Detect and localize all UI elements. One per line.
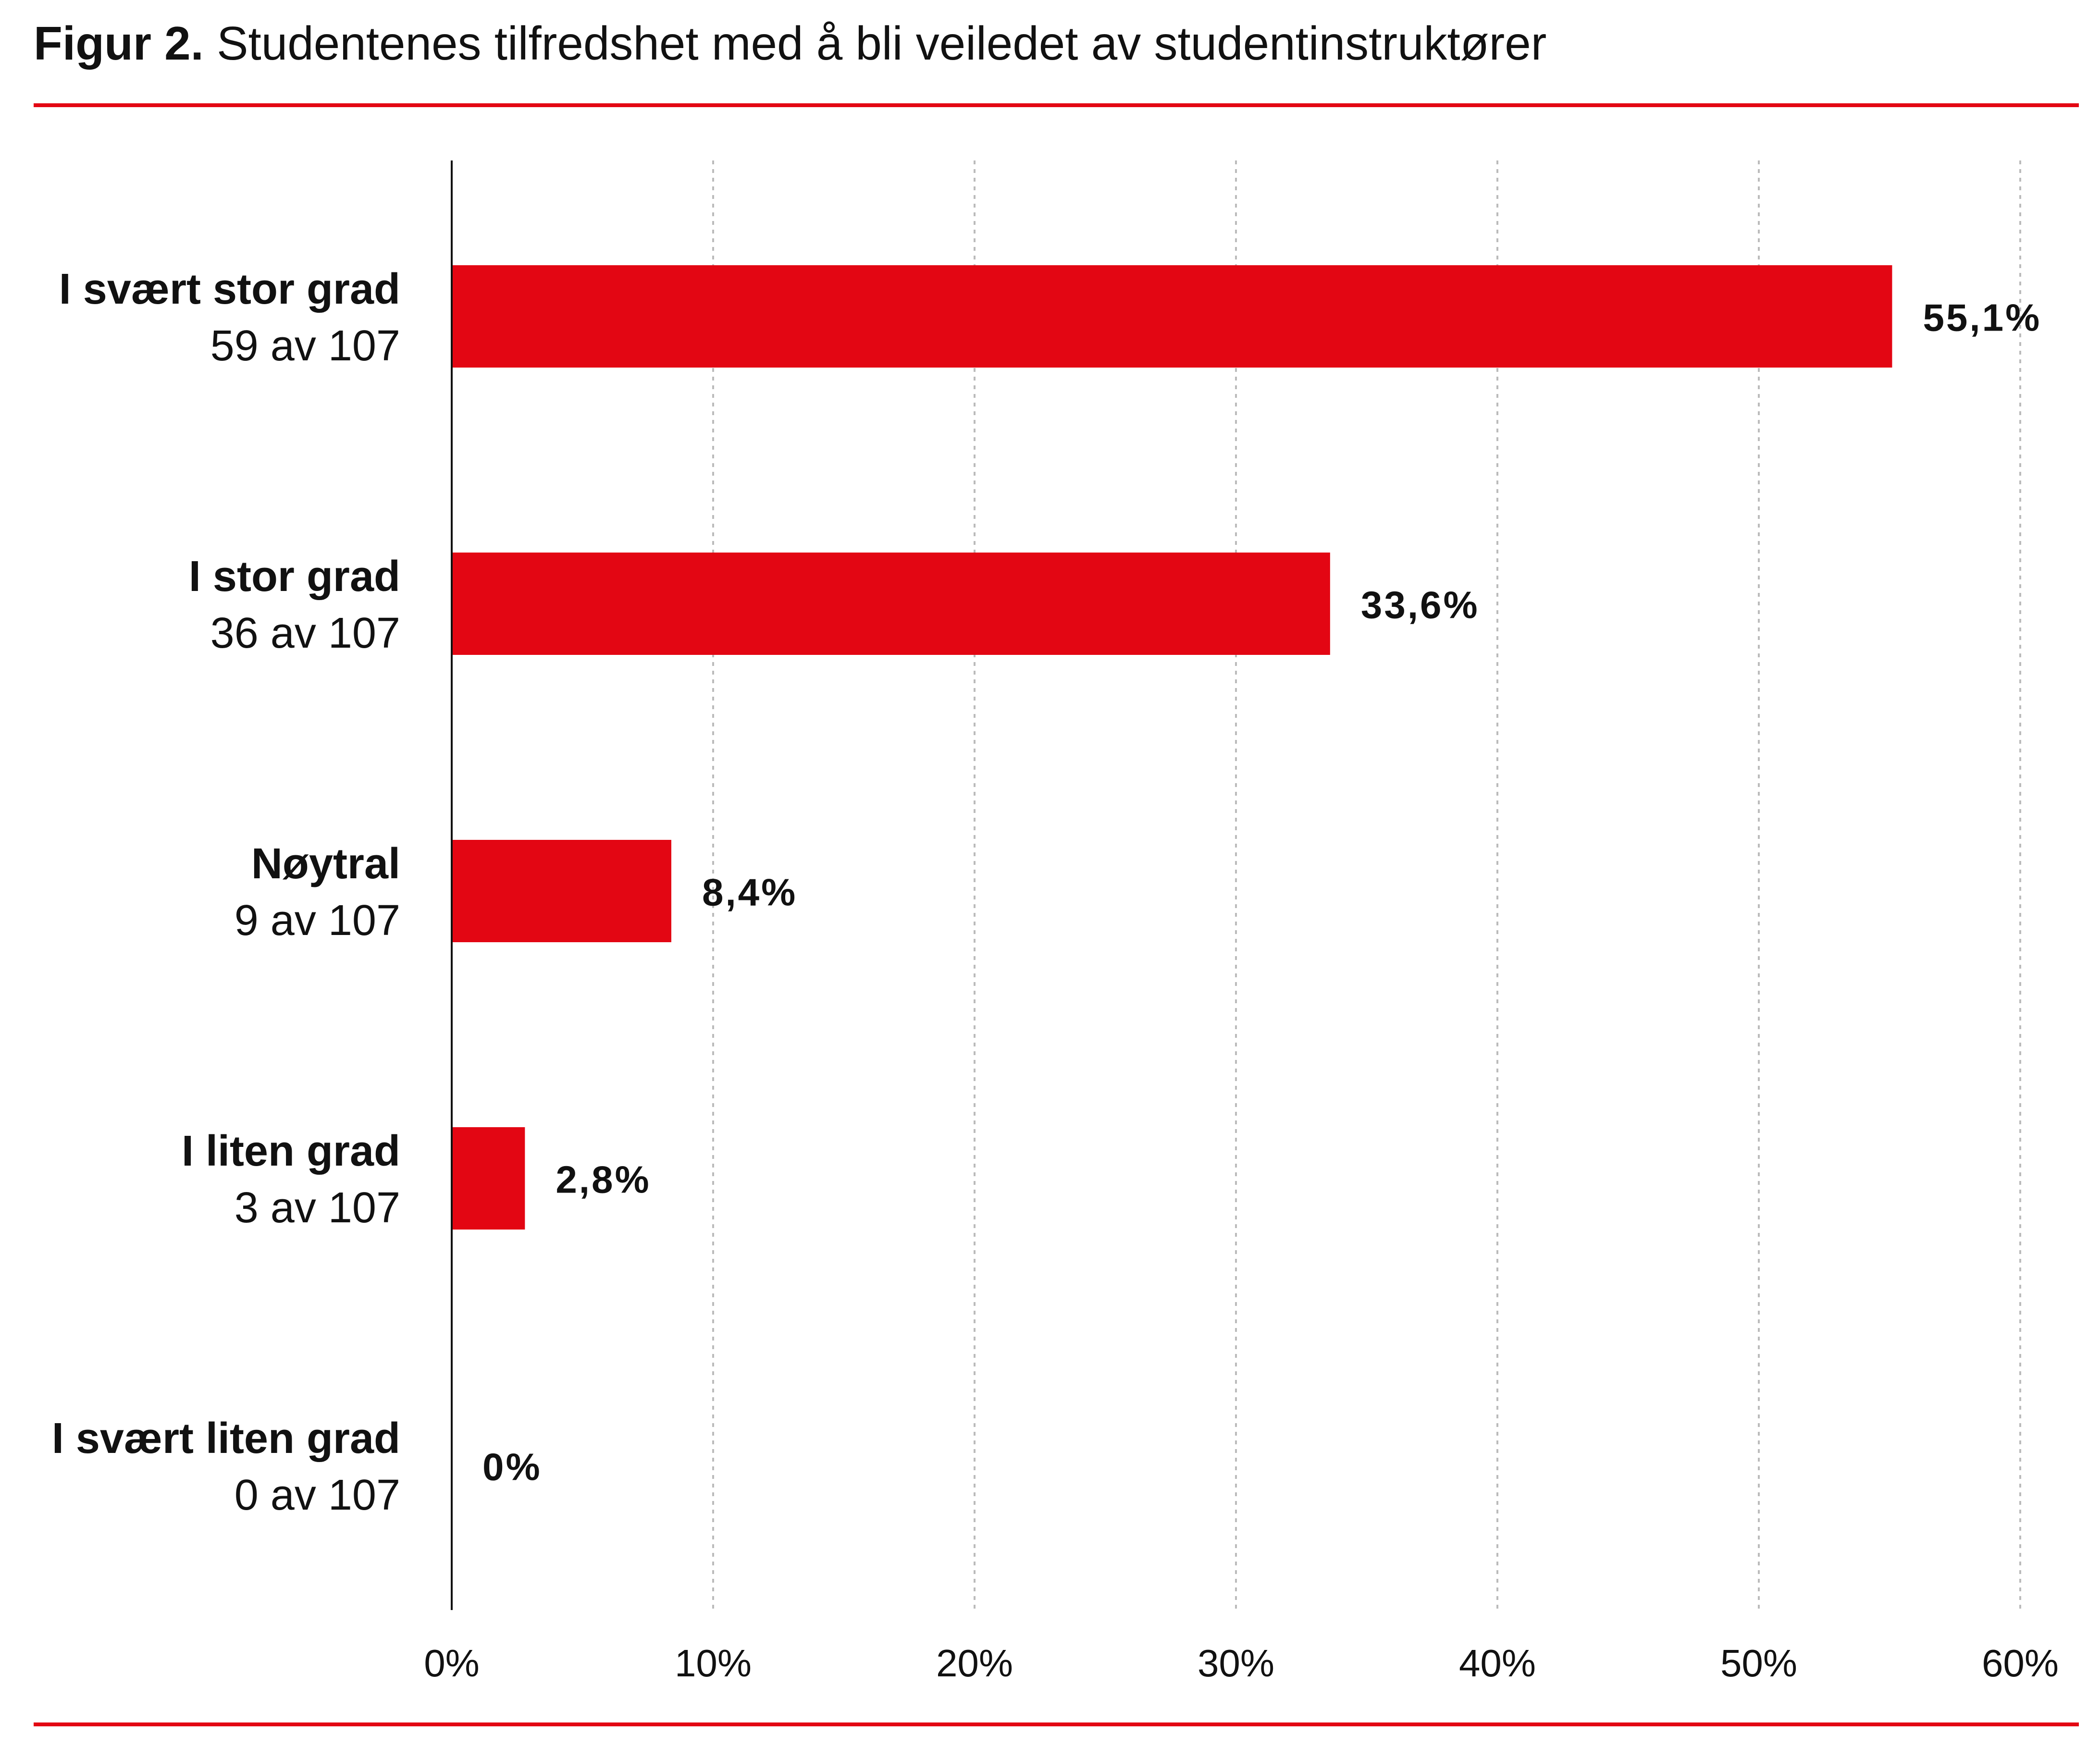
x-tick-label: 50% (1720, 1642, 1797, 1685)
x-tick-label: 10% (675, 1642, 752, 1685)
category-label: I liten grad (182, 1127, 400, 1175)
category-count: 3 av 107 (235, 1184, 400, 1232)
data-label: 8,4% (702, 871, 797, 914)
category-label: I svært stor grad (59, 265, 400, 313)
bar (452, 553, 1330, 655)
x-tick-label: 60% (1982, 1642, 2059, 1685)
x-tick-label: 40% (1459, 1642, 1536, 1685)
category-label: I stor grad (189, 553, 400, 601)
category-label: Nøytral (251, 840, 400, 888)
top-rule (34, 103, 2079, 107)
bottom-rule (34, 1722, 2079, 1726)
data-label: 2,8% (556, 1158, 651, 1201)
data-label: 0% (482, 1446, 542, 1488)
bar (452, 1127, 525, 1230)
bar (452, 840, 671, 942)
data-label: 55,1% (1923, 296, 2041, 339)
figure-caption: Studentenes tilfredshet med å bli veiled… (217, 17, 1547, 70)
category-count: 0 av 107 (235, 1471, 400, 1519)
x-tick-label: 0% (424, 1642, 480, 1685)
category-label: I svært liten grad (52, 1415, 400, 1463)
figure-number: Figur 2. (34, 17, 204, 70)
x-tick-label: 30% (1198, 1642, 1274, 1685)
category-count: 9 av 107 (235, 897, 400, 945)
data-label: 33,6% (1361, 584, 1480, 627)
category-count: 59 av 107 (210, 322, 400, 370)
chart-title: Figur 2. Studentenes tilfredshet med å b… (34, 16, 1546, 71)
category-count: 36 av 107 (210, 609, 400, 657)
bar (452, 265, 1892, 368)
x-tick-label: 20% (936, 1642, 1013, 1685)
